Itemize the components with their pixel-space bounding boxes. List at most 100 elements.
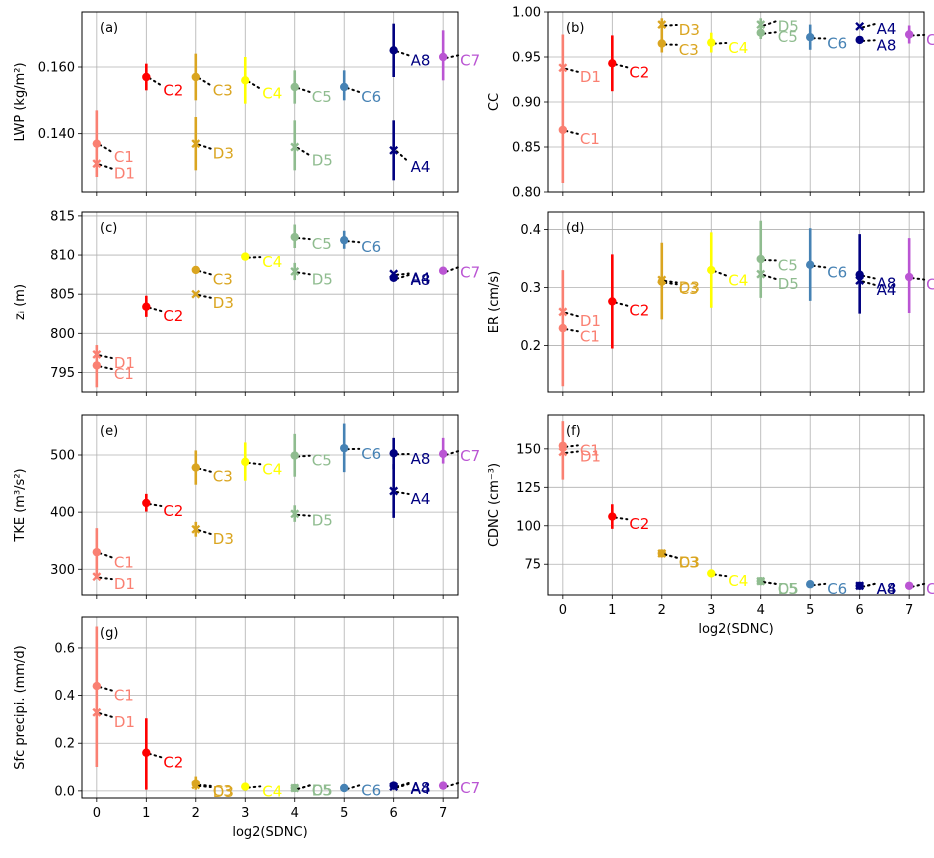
point-label: C4 (728, 272, 748, 290)
data-point-d5: D5 (290, 120, 333, 171)
point-label: A4 (411, 780, 431, 798)
marker-circle (806, 260, 815, 270)
label-connector (346, 87, 361, 93)
point-label: C7 (926, 31, 934, 49)
point-label: D5 (778, 275, 799, 293)
point-label: C7 (926, 580, 934, 598)
marker-circle (608, 59, 617, 68)
label-connector (861, 280, 876, 286)
marker-x (191, 780, 201, 790)
data-point-c6: C6 (340, 70, 381, 106)
label-connector (148, 306, 163, 313)
marker-circle (558, 441, 568, 450)
data-point-c4: C4 (241, 57, 282, 104)
axes-frame (81, 11, 459, 193)
x-axis-label: log2(SDNC) (232, 825, 307, 840)
data-point-d1: D1 (92, 349, 135, 372)
data-point-d5: D5 (756, 269, 799, 293)
point-label: A8 (411, 271, 431, 289)
point-label: A8 (877, 580, 897, 598)
point-label: A8 (877, 274, 897, 292)
point-label: D5 (312, 151, 333, 169)
point-label: A4 (411, 270, 431, 288)
point-label: C1 (114, 148, 134, 166)
point-label: C6 (361, 88, 381, 106)
y-tick-label: 100 (516, 519, 541, 534)
marker-circle (191, 72, 200, 82)
label-connector (812, 582, 827, 587)
data-point-c7: C7 (904, 580, 934, 598)
x-tick-label: 6 (390, 806, 398, 821)
x-tick-label: 2 (192, 806, 200, 821)
label-connector (148, 752, 163, 759)
label-connector (861, 23, 876, 29)
y-axis-label: TKE (m³/s²) (13, 468, 28, 542)
label-connector (614, 63, 629, 69)
label-connector (98, 365, 113, 370)
marker-x (92, 159, 102, 169)
panel-label: (e) (100, 424, 118, 439)
label-connector (762, 20, 777, 27)
data-point-c2: C2 (142, 493, 183, 520)
y-tick-label: 0.2 (520, 339, 541, 354)
point-label: C7 (926, 276, 934, 294)
label-connector (564, 444, 579, 448)
data-point-d3: D3 (191, 521, 234, 548)
marker-x (558, 447, 568, 457)
data-point-a4: A4 (389, 120, 430, 181)
marker-circle (608, 297, 617, 306)
label-connector (861, 582, 876, 588)
marker-x (657, 275, 667, 285)
data-point-d3: D3 (191, 117, 234, 171)
panel-label: (g) (100, 626, 118, 641)
label-connector (197, 784, 212, 789)
marker-x (290, 783, 300, 793)
data-point-c2: C2 (608, 504, 649, 533)
marker-x (756, 269, 766, 279)
point-label: C5 (312, 88, 332, 106)
point-label: C3 (213, 81, 233, 99)
label-connector (247, 785, 262, 789)
point-label: D1 (114, 575, 135, 593)
x-tick-label: 2 (658, 603, 666, 618)
data-point-c1: C1 (92, 528, 134, 577)
label-connector (296, 454, 311, 458)
label-connector (197, 294, 212, 299)
data-point-c1: C1 (92, 345, 134, 388)
data-point-a4: A4 (855, 276, 896, 299)
label-connector (197, 529, 212, 535)
label-connector (346, 784, 361, 790)
point-label: C6 (827, 580, 847, 598)
point-label: C1 (580, 327, 600, 345)
label-connector (247, 256, 262, 259)
point-label: C4 (262, 85, 282, 103)
marker-circle (241, 76, 250, 85)
y-tick-label: 0.3 (520, 281, 541, 296)
point-label: D1 (580, 448, 601, 466)
marker-circle (707, 569, 716, 578)
label-connector (395, 272, 410, 276)
y-axis-label: LWP (kg/m²) (13, 62, 28, 141)
label-connector (911, 33, 926, 37)
marker-circle (904, 272, 914, 282)
point-label: D5 (312, 270, 333, 288)
y-tick-label: 0.6 (54, 641, 75, 656)
point-label: A4 (877, 580, 897, 598)
point-label: D1 (114, 354, 135, 372)
marker-circle (290, 232, 299, 242)
marker-circle (389, 46, 398, 55)
x-tick-label: 6 (856, 603, 864, 618)
marker-circle (92, 139, 102, 148)
marker-x (657, 549, 667, 558)
marker-x (756, 576, 766, 586)
label-connector (395, 781, 410, 788)
point-label: D1 (580, 68, 601, 86)
data-point-d1: D1 (92, 572, 135, 593)
label-connector (98, 354, 113, 360)
y-tick-label: 400 (50, 506, 75, 521)
point-label: C7 (460, 51, 480, 69)
marker-circle (241, 457, 250, 467)
point-label: C1 (114, 553, 134, 571)
data-point-d1: D1 (92, 707, 135, 731)
data-point-d5: D5 (756, 576, 799, 598)
